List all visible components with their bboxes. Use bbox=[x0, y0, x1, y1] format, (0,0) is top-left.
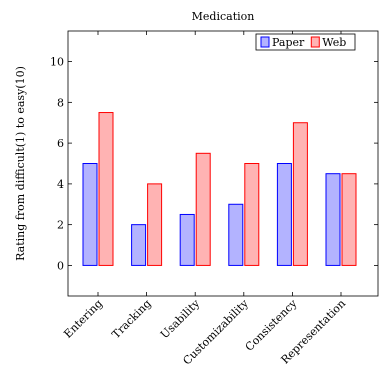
bar-web-tracking bbox=[147, 183, 163, 266]
legend: Paper Web bbox=[255, 33, 356, 51]
legend-label-web: Web bbox=[322, 36, 346, 49]
legend-swatch-paper bbox=[260, 36, 270, 48]
x-tick-label: Entering bbox=[61, 297, 105, 341]
bar-paper-tracking bbox=[131, 224, 147, 266]
bar-web-usability bbox=[195, 152, 211, 266]
bar-paper-usability bbox=[179, 213, 195, 266]
bar-web-representation bbox=[341, 173, 357, 266]
y-tick-label: 0 bbox=[57, 259, 64, 272]
y-axis-label: Rating from difficult(1) to easy(10) bbox=[14, 66, 27, 261]
y-axis: 0 2 4 6 8 10 bbox=[50, 56, 378, 272]
bar-web-entering bbox=[98, 112, 114, 266]
y-tick-label: 4 bbox=[57, 178, 64, 191]
y-tick-label: 10 bbox=[50, 56, 64, 69]
x-tick-label: Usability bbox=[158, 296, 203, 341]
bar-web-customizability bbox=[244, 163, 260, 266]
bar-web-consistency bbox=[292, 122, 308, 266]
x-tick-label: Tracking bbox=[109, 297, 153, 341]
bars bbox=[82, 112, 357, 266]
bar-paper-representation bbox=[325, 173, 341, 266]
y-tick-label: 6 bbox=[57, 137, 64, 150]
legend-swatch-web bbox=[310, 36, 320, 48]
chart-title: Medication bbox=[192, 10, 255, 23]
bar-paper-entering bbox=[82, 163, 98, 266]
legend-box bbox=[255, 33, 356, 51]
plot-frame bbox=[67, 30, 379, 297]
y-tick-label: 2 bbox=[57, 219, 64, 232]
bar-paper-consistency bbox=[276, 163, 292, 266]
legend-label-paper: Paper bbox=[272, 36, 305, 49]
y-tick-label: 8 bbox=[57, 96, 64, 109]
bar-paper-customizability bbox=[228, 203, 244, 266]
